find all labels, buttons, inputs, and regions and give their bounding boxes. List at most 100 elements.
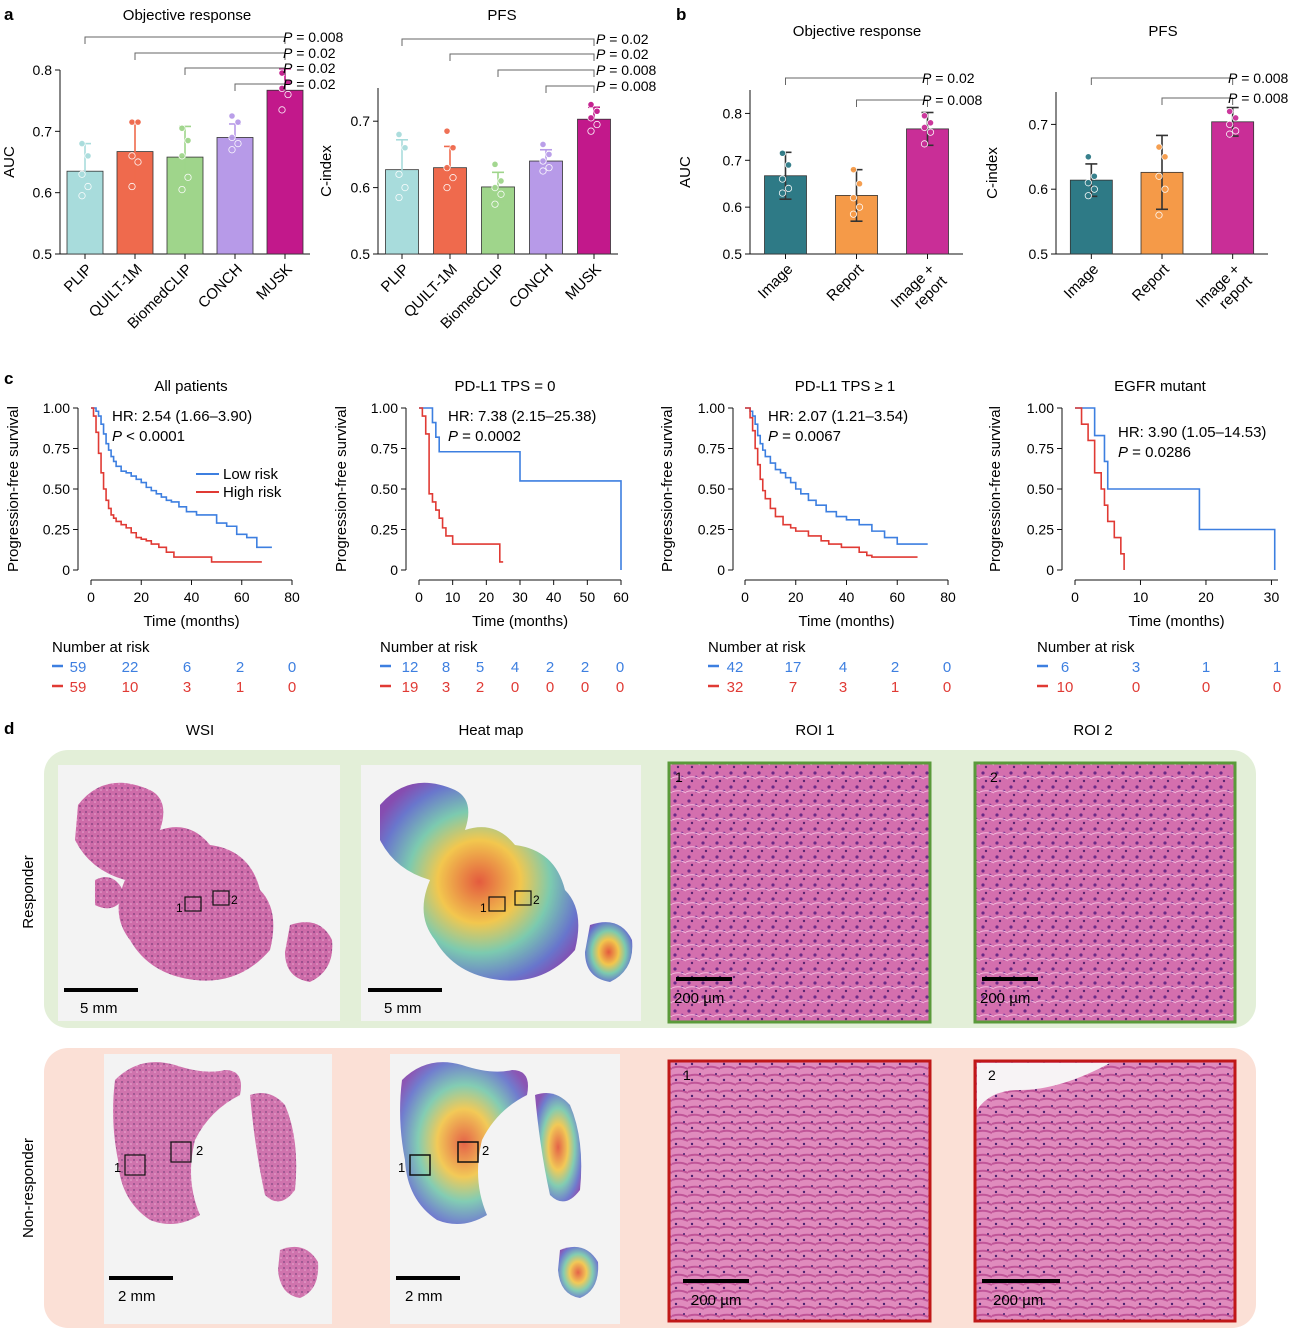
x-tick-label-line: Image xyxy=(1061,261,1103,303)
x-tick-label: 0 xyxy=(741,589,749,605)
data-point xyxy=(539,157,547,165)
col-header-roi1: ROI 1 xyxy=(795,722,834,739)
y-tick-label: 0.7 xyxy=(351,113,371,129)
y-tick-label: 0.25 xyxy=(43,522,70,538)
wsi-nonresponder-roi-box-1 xyxy=(124,1154,146,1176)
data-point xyxy=(1084,153,1092,161)
comparison-bracket xyxy=(545,85,595,93)
y-axis-label: Progression-free survival xyxy=(5,406,22,572)
x-tick-label: 10 xyxy=(445,589,461,605)
data-point xyxy=(443,127,451,135)
x-tick-label: 80 xyxy=(940,589,956,605)
p-value: P < 0.0001 xyxy=(112,428,185,445)
y-tick-label: 0.75 xyxy=(371,441,398,457)
y-tick-label: 0.75 xyxy=(698,441,725,457)
p-value: = 0.008 xyxy=(605,62,656,78)
chart-title: PFS xyxy=(1148,23,1177,40)
risk-high-count: 32 xyxy=(727,679,744,696)
risk-low-count: 2 xyxy=(236,659,244,676)
data-point xyxy=(184,136,192,145)
risk-high-count: 1 xyxy=(891,679,899,696)
risk-high-count: 2 xyxy=(476,679,484,696)
wsi-nonresponder-roi-label-2: 2 xyxy=(196,1143,203,1158)
comparison-bracket xyxy=(785,77,928,85)
roi2-nonresponder-blank-area xyxy=(977,1063,1110,1110)
low-risk-curve xyxy=(91,407,272,549)
panel-letter-c: c xyxy=(4,369,13,388)
x-tick-label: 20 xyxy=(1198,589,1214,605)
data-point xyxy=(855,203,864,211)
bar-chart-b-pfs: 0.5 0.6 0.7 PFS C-index Image Report Image +rep… xyxy=(984,23,1289,313)
x-tick-label-line: Image xyxy=(755,261,797,303)
roi1-nonresponder-image xyxy=(667,1059,932,1323)
high-risk-curve xyxy=(419,407,504,563)
y-tick-label: 0.50 xyxy=(698,481,725,497)
x-tick-label: Image xyxy=(1061,261,1103,303)
wsi-responder-scale-label: 5 mm xyxy=(80,1000,118,1017)
data-point xyxy=(1090,185,1098,193)
risk-low-count: 22 xyxy=(122,659,139,676)
legend-high-risk: High risk xyxy=(223,484,282,501)
risk-low-count: 0 xyxy=(616,659,624,676)
risk-high-count: 0 xyxy=(1273,679,1281,696)
x-tick-label: 0 xyxy=(87,589,95,605)
hazard-ratio: HR: 2.07 (1.21–3.54) xyxy=(768,408,908,425)
p-italic: P xyxy=(768,428,778,445)
hazard-ratio: HR: 7.38 (2.15–25.38) xyxy=(448,408,596,425)
chart-title: PD-L1 TPS = 0 xyxy=(454,378,555,395)
heatmap-nonresponder-scale-label: 2 mm xyxy=(405,1288,443,1305)
row-label-nonresponder: Non-responder xyxy=(20,1138,37,1238)
wsi-responder-scale-bar xyxy=(64,988,138,992)
roi2-responder-scale-label: 200 µm xyxy=(980,990,1030,1007)
y-axis-label: C-index xyxy=(318,145,335,197)
x-tick-label-line: PLIP xyxy=(61,261,96,296)
data-point xyxy=(545,150,553,158)
risk-high-count: 3 xyxy=(442,679,450,696)
y-axis-label: AUC xyxy=(1,146,18,178)
roi2-nonresponder-image xyxy=(973,1059,1237,1323)
y-tick-label: 0.6 xyxy=(33,185,53,201)
bar-musk xyxy=(266,89,304,255)
risk-low-count: 0 xyxy=(943,659,951,676)
data-point xyxy=(1155,211,1163,219)
risk-table-title: Number at risk xyxy=(708,639,806,656)
low-risk-curve xyxy=(419,407,622,570)
risk-high-count: 10 xyxy=(122,679,139,696)
bar-conch xyxy=(529,160,563,255)
risk-high-count: 0 xyxy=(943,679,951,696)
y-axis-label: AUC xyxy=(677,156,694,188)
risk-high-count: 0 xyxy=(1202,679,1210,696)
risk-low-count: 6 xyxy=(183,659,191,676)
x-tick-label: 60 xyxy=(889,589,905,605)
data-point xyxy=(849,194,858,202)
comparison-p-value: P = 0.02 xyxy=(283,45,336,61)
risk-low-count: 4 xyxy=(511,659,519,676)
y-tick-label: 0.7 xyxy=(723,152,743,168)
data-point xyxy=(1232,127,1240,135)
roi2-nonresponder-scale-label: 200 µm xyxy=(993,1292,1043,1309)
x-tick-label: MUSK xyxy=(562,261,605,304)
risk-low-count: 8 xyxy=(442,659,450,676)
p-value: P = 0.0286 xyxy=(1118,444,1191,461)
y-tick-label: 0.6 xyxy=(1029,181,1049,197)
data-point xyxy=(128,182,136,191)
heatmap-nonresponder-scale-bar xyxy=(396,1276,460,1280)
y-tick-label: 0.6 xyxy=(723,199,743,215)
y-tick-label: 1.00 xyxy=(1027,400,1054,416)
comparison-bracket xyxy=(184,67,286,75)
hazard-ratio: HR: 3.90 (1.05–14.53) xyxy=(1118,424,1266,441)
risk-high-count: 0 xyxy=(546,679,554,696)
chart-title: Objective response xyxy=(123,7,251,24)
data-point xyxy=(278,106,286,114)
risk-low-count: 59 xyxy=(70,659,87,676)
col-header-roi2: ROI 2 xyxy=(1073,722,1112,739)
y-tick-label: 1.00 xyxy=(371,400,398,416)
comparison-bracket xyxy=(856,99,928,107)
panel-letter-b: b xyxy=(676,5,686,24)
p-value: = 0.02 xyxy=(292,45,335,61)
chart-title: Objective response xyxy=(793,23,921,40)
comparison-p-value: P = 0.008 xyxy=(596,62,657,78)
comparison-bracket xyxy=(1161,97,1234,105)
data-point xyxy=(587,127,595,135)
comparison-p-value: P = 0.02 xyxy=(596,46,649,62)
